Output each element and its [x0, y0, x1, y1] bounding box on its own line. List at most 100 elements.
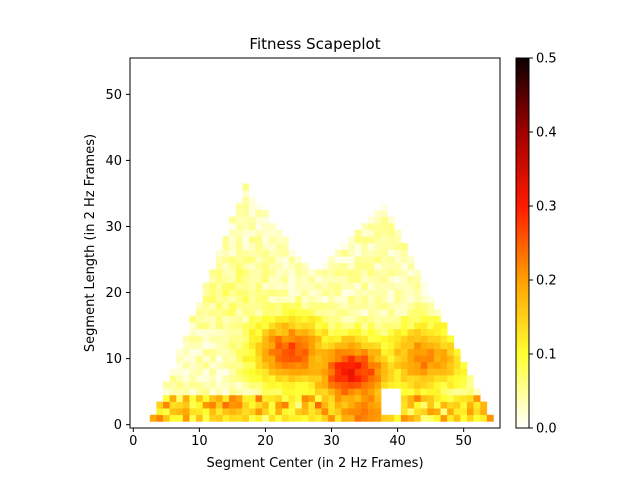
heatmap-cell — [473, 388, 481, 396]
heatmap-cell — [242, 401, 250, 409]
heatmap-cell — [255, 229, 263, 237]
heatmap-cell — [215, 322, 223, 330]
heatmap-cell — [394, 335, 402, 343]
heatmap-cell — [229, 328, 237, 336]
heatmap-cell — [414, 401, 422, 409]
heatmap-cell — [235, 209, 243, 217]
heatmap-cell — [341, 401, 349, 409]
heatmap-cell — [202, 408, 210, 416]
heatmap-cell — [334, 355, 342, 363]
heatmap-cell — [288, 302, 296, 310]
heatmap-cell — [222, 375, 230, 383]
heatmap-cell — [295, 381, 303, 389]
heatmap-cell — [295, 289, 303, 297]
x-tick-label: 40 — [389, 434, 406, 449]
heatmap-cell — [215, 355, 223, 363]
heatmap-cell — [189, 408, 197, 416]
heatmap-cell — [414, 315, 422, 323]
heatmap-cell — [381, 203, 388, 211]
heatmap-cell — [248, 276, 256, 283]
heatmap-cell — [381, 315, 388, 323]
heatmap-cell — [275, 309, 283, 316]
heatmap-cell — [348, 401, 355, 409]
heatmap-cell — [235, 282, 243, 290]
heatmap-cell — [189, 355, 197, 363]
heatmap-cell — [163, 394, 170, 402]
heatmap-cell — [295, 401, 303, 409]
heatmap-cell — [420, 328, 428, 336]
heatmap-cell — [400, 355, 408, 363]
heatmap-cell — [367, 368, 375, 376]
heatmap-cell — [334, 342, 342, 350]
heatmap-cell — [268, 381, 276, 389]
heatmap-cell — [453, 388, 461, 396]
heatmap-cell — [281, 394, 289, 402]
heatmap-cell — [242, 229, 250, 237]
heatmap-cell — [394, 375, 402, 383]
heatmap-cell — [248, 309, 256, 316]
heatmap-cell — [348, 256, 355, 264]
heatmap-cell — [308, 315, 316, 323]
heatmap-cell — [209, 282, 217, 290]
heatmap-cell — [407, 388, 415, 396]
heatmap-cell — [414, 295, 422, 303]
heatmap-cell — [427, 375, 435, 383]
heatmap-cell — [308, 295, 316, 303]
heatmap-cell — [387, 243, 395, 250]
heatmap-cell — [381, 282, 388, 290]
heatmap-cell — [427, 328, 435, 336]
heatmap-cell — [255, 282, 263, 290]
heatmap-cell — [301, 289, 309, 297]
heatmap-cell — [354, 381, 362, 389]
heatmap-cell — [466, 375, 474, 383]
heatmap-cell — [381, 216, 388, 224]
heatmap-cell — [400, 295, 408, 303]
heatmap-cell — [367, 216, 375, 224]
heatmap-cell — [262, 381, 270, 389]
heatmap-cell — [420, 309, 428, 316]
heatmap-cell — [295, 361, 303, 369]
heatmap-cell — [242, 328, 250, 336]
heatmap-cell — [341, 394, 349, 402]
heatmap-cell — [262, 375, 270, 383]
heatmap-cell — [447, 342, 455, 350]
heatmap-cell — [420, 355, 428, 363]
heatmap-cell — [400, 302, 408, 310]
heatmap-cell — [196, 348, 203, 356]
heatmap-cell — [394, 289, 402, 297]
heatmap-cell — [374, 249, 382, 257]
heatmap-cell — [255, 315, 263, 323]
heatmap-cell — [301, 361, 309, 369]
heatmap-cell — [182, 368, 190, 376]
heatmap-cell — [288, 348, 296, 356]
heatmap-cell — [361, 236, 369, 244]
heatmap-cell — [202, 388, 210, 396]
heatmap-cell — [288, 315, 296, 323]
heatmap-cell — [453, 355, 461, 363]
heatmap-cell — [229, 236, 237, 244]
heatmap-cell — [235, 335, 243, 343]
heatmap-cell — [222, 328, 230, 336]
heatmap-cell — [242, 196, 250, 204]
heatmap-cell — [466, 414, 474, 422]
heatmap-cell — [394, 276, 402, 283]
heatmap-cell — [400, 249, 408, 257]
heatmap-cell — [288, 309, 296, 316]
heatmap-cell — [328, 414, 336, 422]
heatmap-cell — [229, 223, 237, 231]
heatmap-cell — [268, 355, 276, 363]
heatmap-cell — [262, 269, 270, 277]
heatmap-cell — [400, 335, 408, 343]
heatmap-cell — [348, 375, 355, 383]
heatmap-cell — [169, 368, 177, 376]
heatmap-cell — [163, 401, 170, 409]
heatmap-cell — [235, 394, 243, 402]
heatmap-cell — [308, 388, 316, 396]
heatmap-cell — [209, 361, 217, 369]
heatmap-cell — [334, 282, 342, 290]
heatmap-cell — [248, 315, 256, 323]
heatmap-cell — [262, 368, 270, 376]
heatmap-cell — [281, 342, 289, 350]
heatmap-cell — [361, 335, 369, 343]
heatmap-cell — [400, 348, 408, 356]
